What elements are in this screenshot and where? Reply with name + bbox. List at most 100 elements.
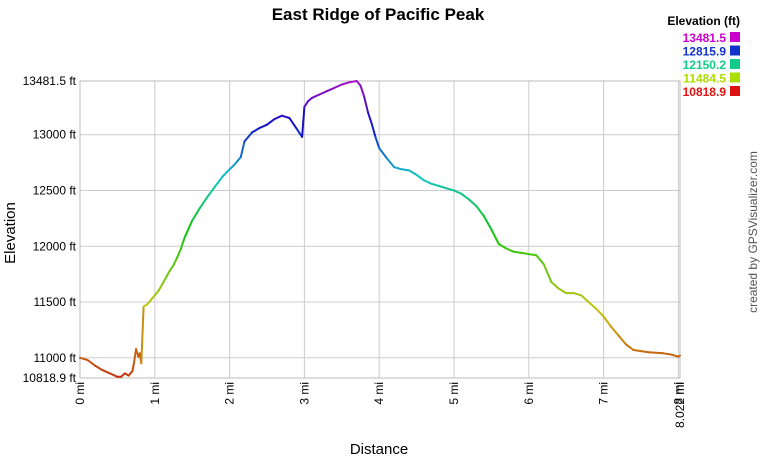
legend-title: Elevation (ft) <box>667 14 740 28</box>
elevation-line-segment <box>310 93 321 99</box>
elevation-line-segment <box>266 118 276 126</box>
elevation-line-segment <box>408 169 418 176</box>
y-tick-label: 11500 ft <box>34 295 77 309</box>
x-tick-label: 0 mi <box>73 382 87 405</box>
elevation-line-segment <box>595 307 605 318</box>
elevation-line-segment <box>482 215 493 231</box>
elevation-line-segment <box>647 351 657 354</box>
elevation-line-segment <box>318 90 328 96</box>
elevation-line-segment <box>662 352 672 356</box>
x-tick-label: 8.022 mi <box>673 382 687 428</box>
elevation-line-segment <box>79 356 89 361</box>
x-tick-label: 3 mi <box>297 382 311 405</box>
elevation-line-segment <box>333 83 343 89</box>
elevation-line-segment <box>490 228 500 245</box>
elevation-line-segment <box>165 269 171 279</box>
elevation-line-segment <box>423 179 433 185</box>
elevation-line-segment <box>617 334 627 346</box>
x-axis-label: Distance <box>350 441 408 458</box>
plot-area: 0 mi 1 mi 2 mi 3 mi 4 mi 5 mi 6 mi 7 mi 8 mi8.02… <box>23 74 687 428</box>
elevation-line-segment <box>206 186 216 199</box>
elevation-line-segment <box>587 301 598 310</box>
legend-swatch <box>730 45 740 56</box>
x-tick-label: 7 mi <box>597 382 611 405</box>
y-tick-label: 13000 ft <box>33 128 77 142</box>
elevation-line-segment <box>640 350 650 354</box>
elevation-line-segment <box>363 95 369 114</box>
y-tick-label: 12500 ft <box>33 183 77 197</box>
x-tick-label: 8 mi <box>671 382 685 405</box>
elevation-line-segment <box>378 147 388 160</box>
elevation-line-segment <box>183 219 194 239</box>
elevation-line-segment <box>580 294 590 303</box>
elevation-line-segment <box>198 196 209 210</box>
legend-label: 13481.5 <box>683 31 727 45</box>
legend-label: 12150.2 <box>683 58 727 72</box>
elevation-line-segment <box>191 207 201 222</box>
y-tick-label: 10818.9 ft <box>23 371 77 385</box>
elevation-line-segment <box>385 157 396 169</box>
x-tick-label: 1 mi <box>148 382 162 405</box>
elevation-line-segment <box>168 264 175 272</box>
x-tick-label: 5 mi <box>447 382 461 405</box>
elevation-line-segment <box>348 80 358 84</box>
elevation-line-segment <box>239 140 246 158</box>
elevation-line-segment <box>131 362 135 373</box>
elevation-line-segment <box>213 176 224 189</box>
elevation-line-segment <box>370 122 377 138</box>
elevation-line-segment <box>475 205 485 218</box>
credit-text: created by GPSVisualizer.com <box>746 151 760 313</box>
legend-label: 12815.9 <box>683 45 727 59</box>
elevation-line-segment <box>303 100 310 108</box>
elevation-line-segment <box>86 359 96 367</box>
elevation-line-segment <box>288 117 298 131</box>
chart-title: East Ridge of Pacific Peak <box>272 5 485 24</box>
elevation-line-segment <box>535 254 545 266</box>
elevation-line-segment <box>445 187 455 192</box>
elevation-line-segment <box>430 182 440 187</box>
elevation-line-segment <box>161 276 167 286</box>
elevation-line-segment <box>251 127 261 134</box>
elevation-line-segment <box>400 168 411 172</box>
legend-swatch <box>730 86 740 96</box>
elevation-line-segment <box>393 166 403 171</box>
elevation-line-segment <box>280 114 291 119</box>
elevation-line-segment <box>610 325 620 337</box>
elevation-line-segment <box>108 372 119 378</box>
elevation-line-segment <box>374 135 381 150</box>
elevation-line-segment <box>325 86 336 93</box>
elevation-line-segment <box>101 369 111 375</box>
elevation-line-segment <box>632 349 642 353</box>
y-axis-label: Elevation <box>2 202 19 264</box>
elevation-line-segment <box>438 185 448 190</box>
elevation-line-segment <box>94 364 104 372</box>
x-tick-label: 4 mi <box>372 382 386 405</box>
elevation-line-segment <box>460 192 470 201</box>
y-tick-label: 11000 ft <box>34 351 77 365</box>
y-tick-label: 12000 ft <box>33 239 77 253</box>
legend-label: 11484.5 <box>683 72 726 86</box>
elevation-line-segment <box>301 105 306 138</box>
x-tick-label: 6 mi <box>522 382 536 405</box>
elevation-line-segment <box>625 343 635 351</box>
elevation-line-segment <box>140 305 145 365</box>
elevation-line-segment <box>180 236 186 250</box>
elevation-line-segment <box>176 247 182 259</box>
elevation-line-segment <box>572 292 583 297</box>
elevation-line-segment <box>542 263 553 283</box>
elevation-line-segment <box>132 347 138 365</box>
elevation-line-segment <box>367 111 373 125</box>
elevation-line-segment <box>677 354 681 358</box>
elevation-line-segment <box>669 353 680 358</box>
legend-swatch <box>730 59 740 69</box>
elevation-line-segment <box>258 123 268 129</box>
elevation-line-segment <box>654 351 665 355</box>
elevation-line-segment <box>221 168 231 179</box>
elevation-line-segment <box>157 283 164 292</box>
elevation-line-segment <box>415 173 426 182</box>
elevation-line-segment <box>602 315 612 328</box>
y-tick-label: 13481.5 ft <box>23 74 77 88</box>
elevation-line-segment <box>520 251 530 256</box>
elevation-line-segment <box>512 250 523 254</box>
